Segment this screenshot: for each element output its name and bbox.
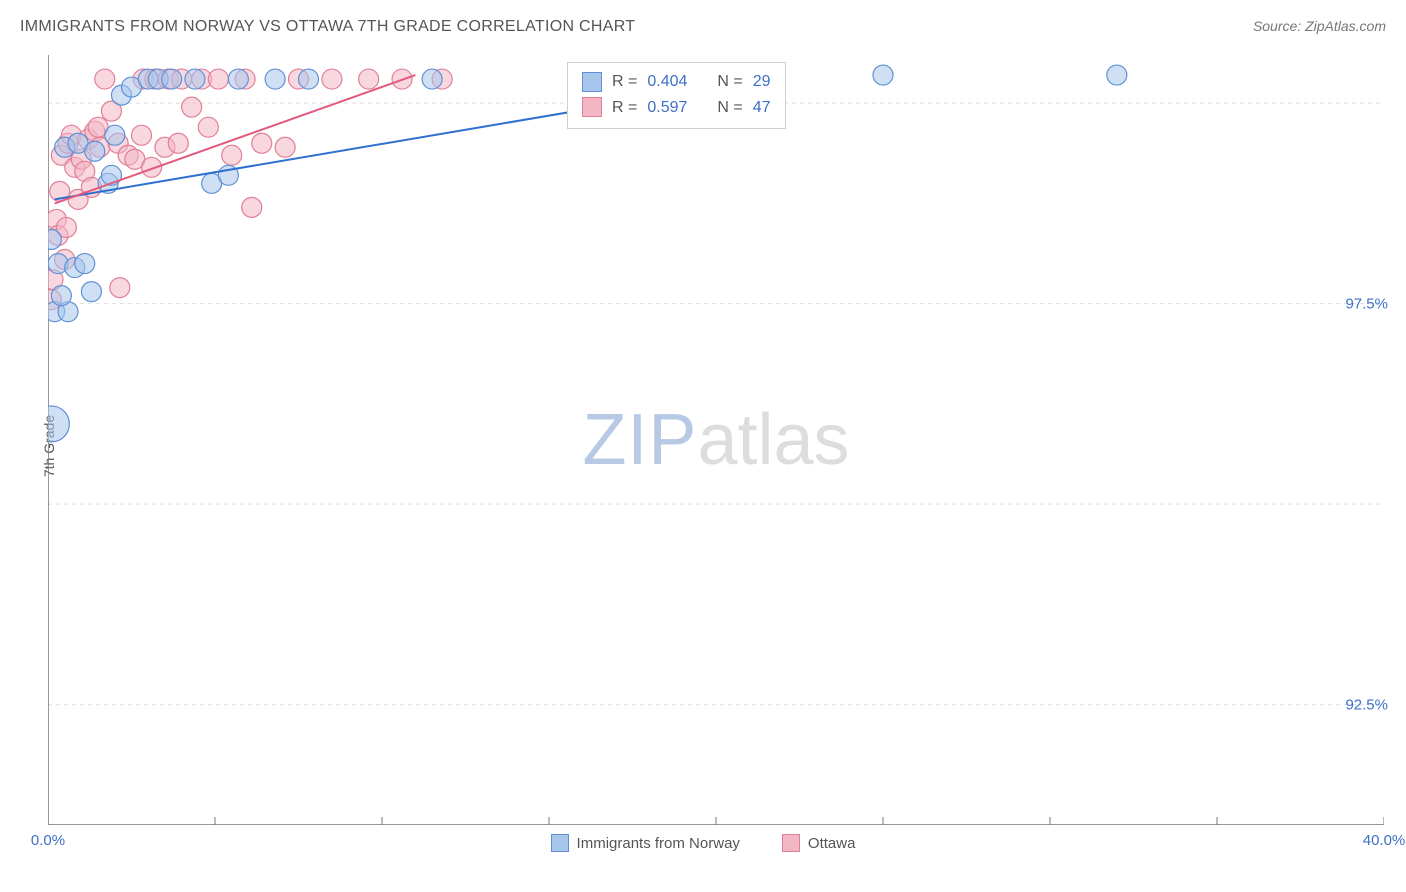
stats-swatch: [582, 97, 602, 117]
y-tick-label: 92.5%: [1345, 696, 1388, 713]
scatter-plot-svg: [48, 55, 1384, 825]
stats-n-label: N =: [717, 95, 742, 121]
stats-n-label: N =: [717, 69, 742, 95]
stats-r-value: 0.404: [647, 69, 687, 95]
legend-item: Immigrants from Norway: [551, 834, 740, 852]
stats-r-label: R =: [612, 69, 637, 95]
legend-label: Ottawa: [808, 835, 856, 852]
source-label: Source: ZipAtlas.com: [1253, 18, 1386, 34]
y-tick-labels: 92.5% 97.5%: [1328, 55, 1388, 825]
legend-item: Ottawa: [782, 834, 856, 852]
stats-row: R = 0.404 N = 29: [582, 69, 771, 95]
stats-swatch: [582, 72, 602, 92]
plot-area: ZIPatlas: [48, 55, 1384, 825]
bottom-legend: Immigrants from Norway Ottawa: [0, 834, 1406, 852]
stats-row: R = 0.597 N = 47: [582, 95, 771, 121]
correlation-stats-box: R = 0.404 N = 29 R = 0.597 N = 47: [567, 62, 786, 129]
chart-title: IMMIGRANTS FROM NORWAY VS OTTAWA 7TH GRA…: [20, 18, 635, 36]
y-tick-label: 97.5%: [1345, 295, 1388, 312]
legend-swatch: [551, 834, 569, 852]
legend-swatch: [782, 834, 800, 852]
stats-r-value: 0.597: [647, 95, 687, 121]
stats-r-label: R =: [612, 95, 637, 121]
stats-n-value: 29: [753, 69, 771, 95]
legend-label: Immigrants from Norway: [577, 835, 740, 852]
stats-n-value: 47: [753, 95, 771, 121]
